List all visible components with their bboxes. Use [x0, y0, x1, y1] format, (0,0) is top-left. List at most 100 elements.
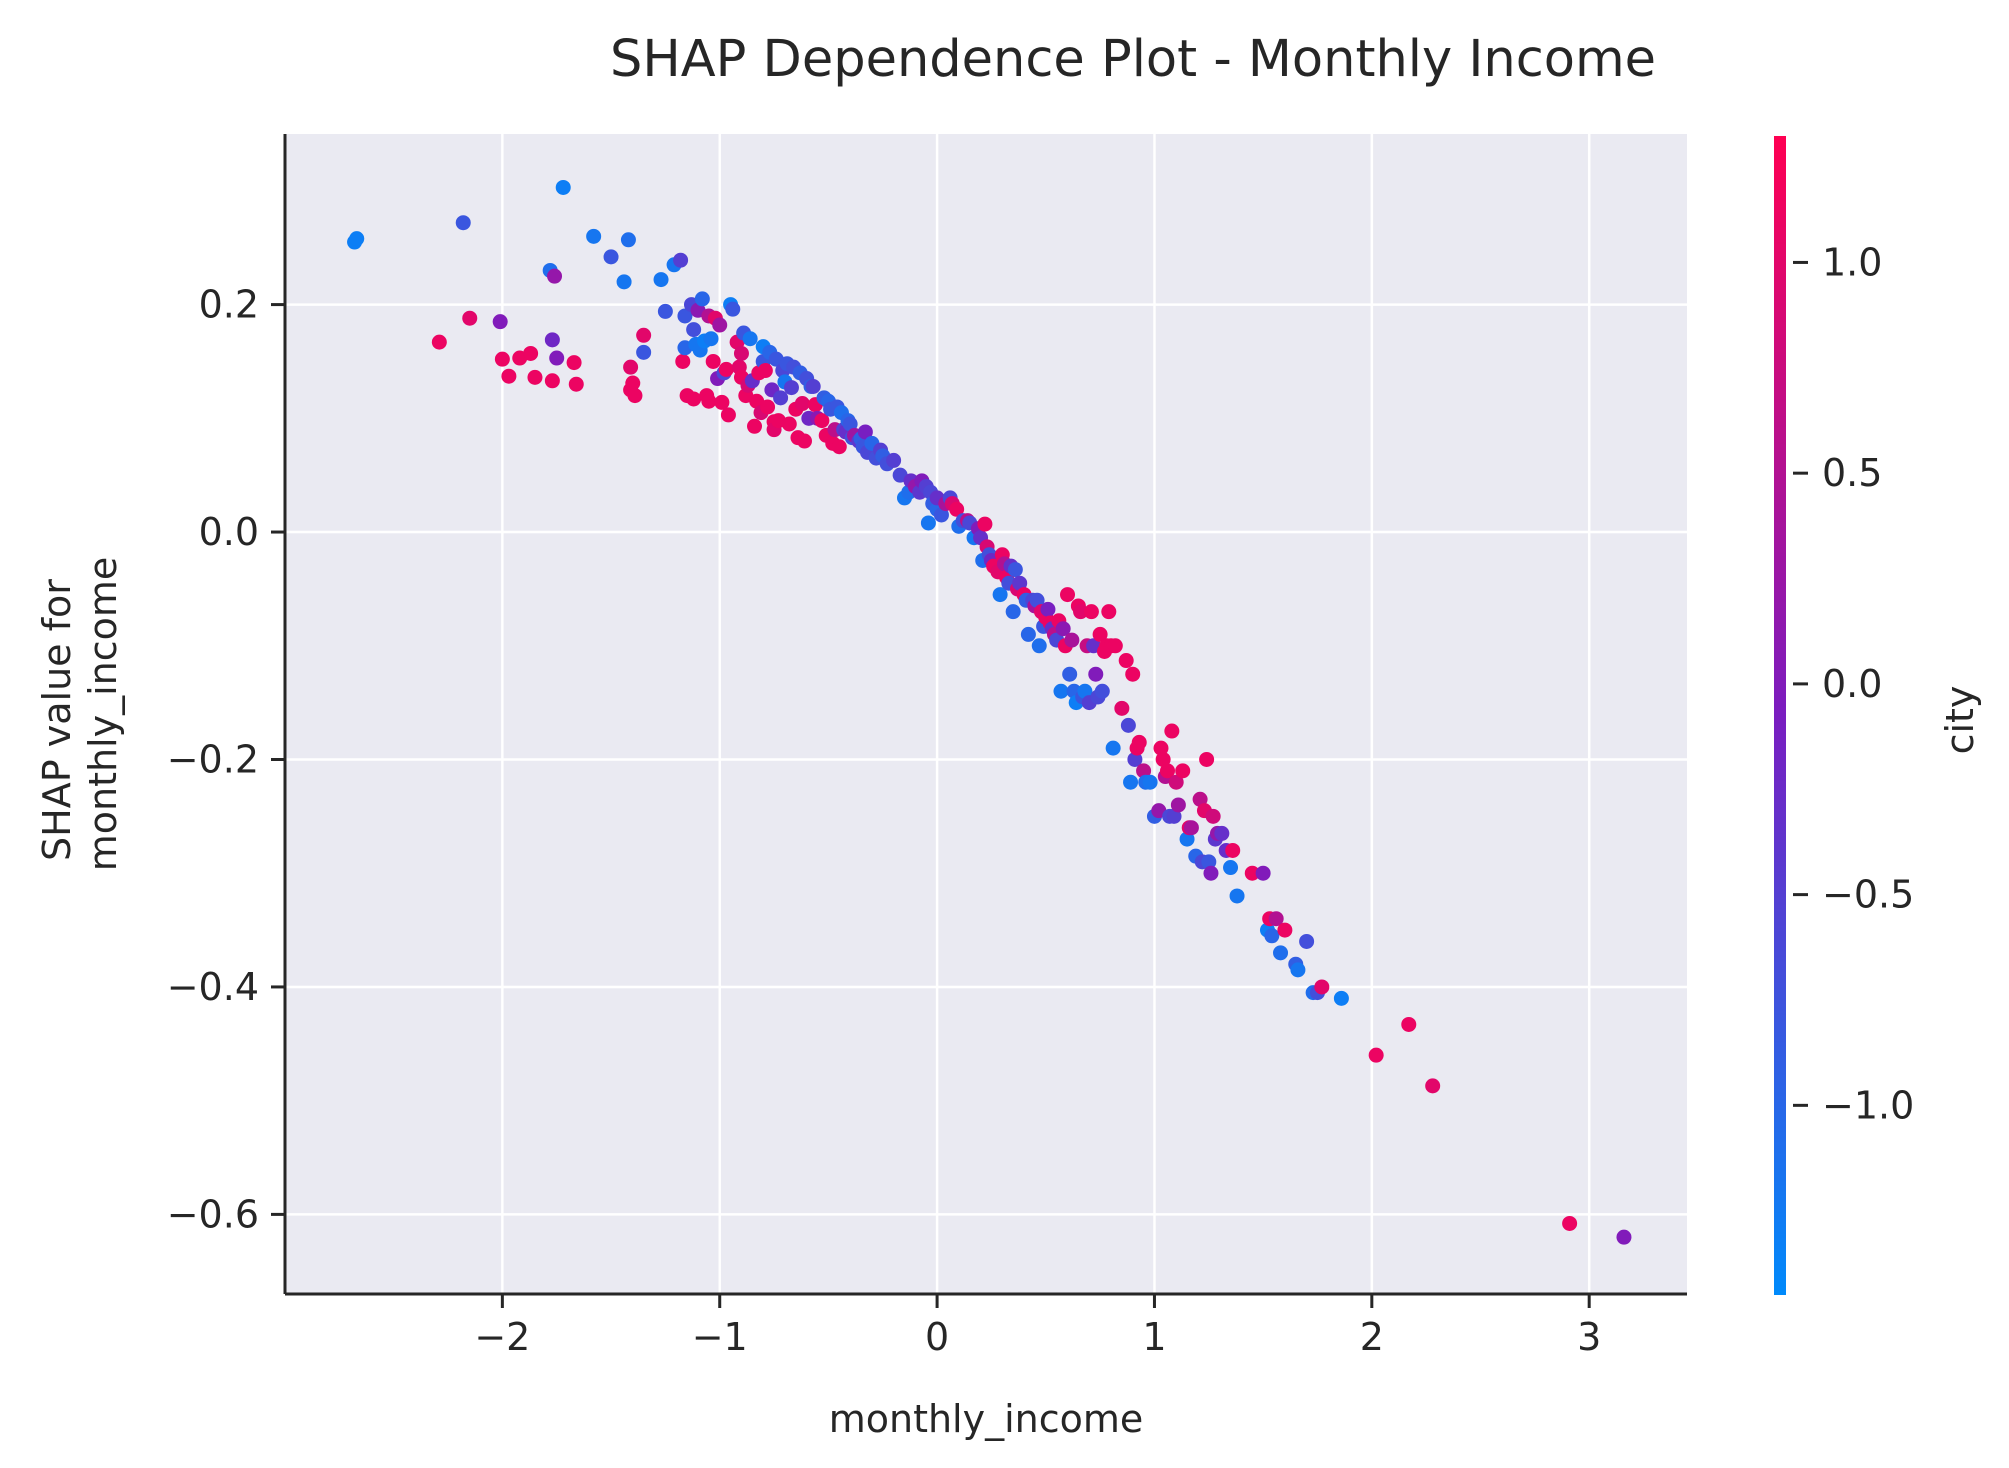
- data-point: [673, 252, 689, 268]
- data-point: [701, 393, 717, 409]
- data-point: [636, 344, 652, 360]
- data-point: [623, 359, 639, 375]
- data-point: [586, 228, 602, 244]
- x-axis-label: monthly_income: [829, 1397, 1144, 1441]
- data-point: [1101, 604, 1117, 620]
- data-point: [797, 433, 813, 449]
- data-point: [1077, 683, 1093, 699]
- data-point: [492, 314, 508, 330]
- data-point: [1092, 626, 1108, 642]
- data-point: [1166, 808, 1182, 824]
- data-point: [886, 452, 902, 468]
- y-tick-label: 0.0: [199, 510, 259, 554]
- data-point: [1199, 751, 1215, 767]
- y-tick-label: 0.2: [199, 283, 259, 327]
- x-axis-ticks: −2 −1 0 1 2 3: [474, 1294, 1601, 1359]
- data-point: [627, 388, 643, 404]
- chart-title: SHAP Dependence Plot - Monthly Income: [610, 30, 1656, 89]
- data-point: [1203, 865, 1219, 881]
- colorbar-label: city: [1938, 686, 1982, 755]
- data-point: [568, 376, 584, 392]
- data-point: [549, 350, 565, 366]
- data-point: [544, 332, 560, 348]
- data-point: [781, 416, 797, 432]
- data-point: [747, 418, 763, 434]
- data-point: [794, 396, 810, 412]
- y-axis-ticks: 0.2 0.0 −0.2 −0.4 −0.6: [167, 283, 285, 1236]
- colorbar-tick-label: −1.0: [1822, 1083, 1914, 1127]
- data-point: [1175, 763, 1191, 779]
- data-point: [636, 327, 652, 343]
- data-point: [1012, 575, 1028, 591]
- data-point: [527, 369, 543, 385]
- data-point: [1290, 962, 1306, 978]
- x-tick-label: −1: [692, 1315, 748, 1359]
- data-point: [1007, 562, 1023, 578]
- data-point: [566, 355, 582, 371]
- y-tick-label: −0.2: [167, 737, 259, 781]
- data-point: [431, 334, 447, 350]
- data-point: [1088, 666, 1104, 682]
- data-point: [1205, 808, 1221, 824]
- data-point: [742, 331, 758, 347]
- data-point: [1277, 922, 1293, 938]
- data-point: [783, 380, 799, 396]
- data-point: [1153, 740, 1169, 756]
- data-point: [1264, 928, 1280, 944]
- data-point: [616, 274, 632, 290]
- colorbar-tick-label: 0.5: [1822, 451, 1882, 495]
- data-point: [949, 501, 965, 517]
- data-point: [1125, 666, 1141, 682]
- data-point: [1094, 683, 1110, 699]
- data-point: [1031, 638, 1047, 654]
- data-point: [1040, 601, 1056, 617]
- data-point: [686, 322, 702, 338]
- x-tick-label: 1: [1142, 1315, 1166, 1359]
- data-point: [718, 361, 734, 377]
- data-point: [1114, 700, 1130, 716]
- data-point: [1029, 592, 1045, 608]
- x-tick-label: 3: [1577, 1315, 1601, 1359]
- colorbar: [1774, 136, 1786, 1295]
- data-point: [1255, 865, 1271, 881]
- data-point: [462, 310, 478, 326]
- data-point: [814, 413, 830, 429]
- data-point: [1192, 791, 1208, 807]
- x-tick-label: −2: [474, 1315, 530, 1359]
- data-point: [625, 375, 641, 391]
- data-point: [1062, 666, 1078, 682]
- data-point: [1225, 842, 1241, 858]
- data-point: [547, 268, 563, 284]
- data-point: [831, 439, 847, 455]
- plot-area: [285, 134, 1687, 1294]
- data-point: [1299, 933, 1315, 949]
- data-point: [1214, 825, 1230, 841]
- data-point: [703, 331, 719, 347]
- y-axis-label-line-2: monthly_income: [81, 557, 125, 872]
- colorbar-tick-label: 0.0: [1822, 662, 1882, 706]
- data-point: [494, 351, 510, 367]
- data-point: [694, 291, 710, 307]
- data-point: [733, 345, 749, 361]
- data-point: [1053, 683, 1069, 699]
- data-point: [1273, 945, 1289, 961]
- data-point: [1223, 860, 1239, 876]
- data-point: [1142, 774, 1158, 790]
- colorbar-tick-label: 1.0: [1822, 240, 1882, 284]
- data-point: [933, 507, 949, 523]
- x-tick-label: 0: [925, 1315, 949, 1359]
- data-point: [1425, 1078, 1441, 1094]
- data-point: [677, 308, 693, 324]
- data-point: [1159, 763, 1175, 779]
- data-point: [455, 215, 471, 231]
- data-point: [1179, 831, 1195, 847]
- data-point: [349, 231, 365, 247]
- data-point: [1201, 854, 1217, 870]
- data-point: [675, 353, 691, 369]
- data-point: [725, 301, 741, 317]
- data-point: [714, 394, 730, 410]
- data-point: [720, 407, 736, 423]
- data-point: [1120, 717, 1136, 733]
- data-point: [1020, 626, 1036, 642]
